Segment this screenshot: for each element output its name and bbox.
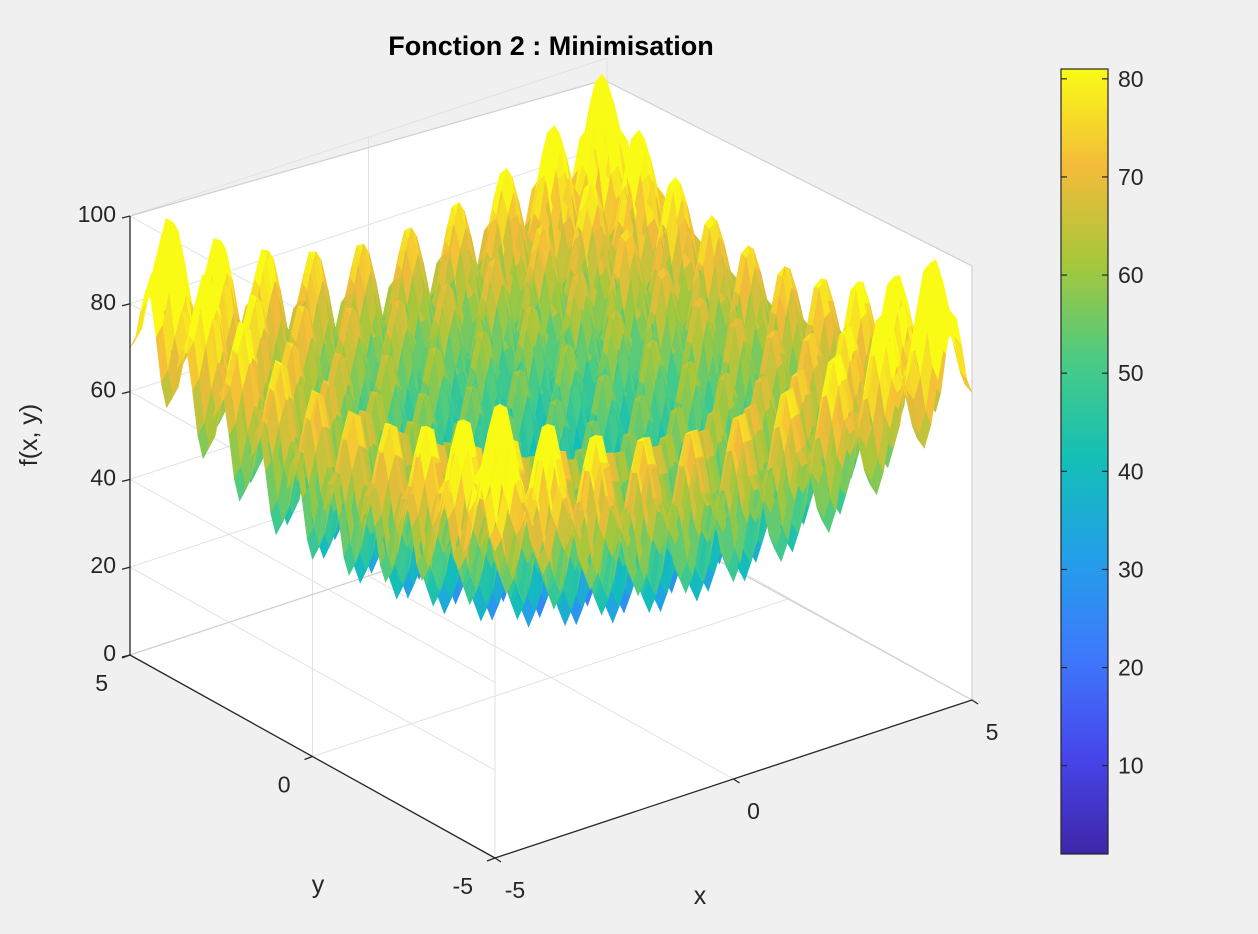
colorbar-tick-label: 50 [1118, 360, 1144, 386]
z-ticks: 0 20 40 60 80 100 [78, 201, 131, 666]
axes-box [128, 57, 973, 859]
y-tick-label: 0 [278, 772, 291, 798]
z-tick-mark [121, 478, 131, 483]
y-tick-mark [486, 857, 496, 862]
z-tick-mark [121, 303, 131, 307]
y-tick-label: 5 [95, 670, 108, 696]
z-tick-mark [121, 390, 131, 395]
x-tick-label: -5 [505, 877, 525, 903]
colorbar-tick-label: 20 [1118, 655, 1144, 681]
z-axis-label: f(x, y) [15, 404, 43, 467]
z-tick-label: 40 [90, 464, 116, 490]
colorbar-tick-label: 10 [1118, 753, 1144, 779]
z-tick-label: 80 [90, 289, 116, 315]
x-tick-mark [971, 699, 979, 705]
y-tick-mark [304, 755, 313, 761]
colorbar-tick-label: 30 [1118, 556, 1144, 582]
surface-plot [129, 73, 973, 628]
z-tick-label: 20 [90, 552, 116, 578]
z-tick-mark [121, 566, 131, 570]
colorbar-tick-label: 40 [1118, 458, 1144, 484]
colorbar-tick-label: 70 [1118, 164, 1144, 190]
z-tick-label: 60 [90, 377, 116, 403]
x-tick-mark [494, 857, 502, 863]
x-tick-label: 0 [747, 798, 760, 824]
z-tick-label: 0 [103, 640, 116, 666]
chart-title: Fonction 2 : Minimisation [388, 31, 714, 61]
colorbar-gradient [1060, 68, 1109, 855]
z-tick-label: 100 [78, 201, 116, 227]
y-tick-label: -5 [453, 873, 473, 899]
y-axis-label: y [312, 871, 325, 899]
z-tick-mark [121, 215, 131, 219]
colorbar-tick-label: 60 [1118, 262, 1144, 288]
x-axis-label: x [694, 882, 707, 910]
x-tick-mark [733, 778, 740, 784]
colorbar-tick-label: 80 [1118, 66, 1144, 92]
colorbar: 10 20 30 40 50 60 70 80 [1060, 66, 1144, 855]
x-tick-label: 5 [986, 719, 999, 745]
